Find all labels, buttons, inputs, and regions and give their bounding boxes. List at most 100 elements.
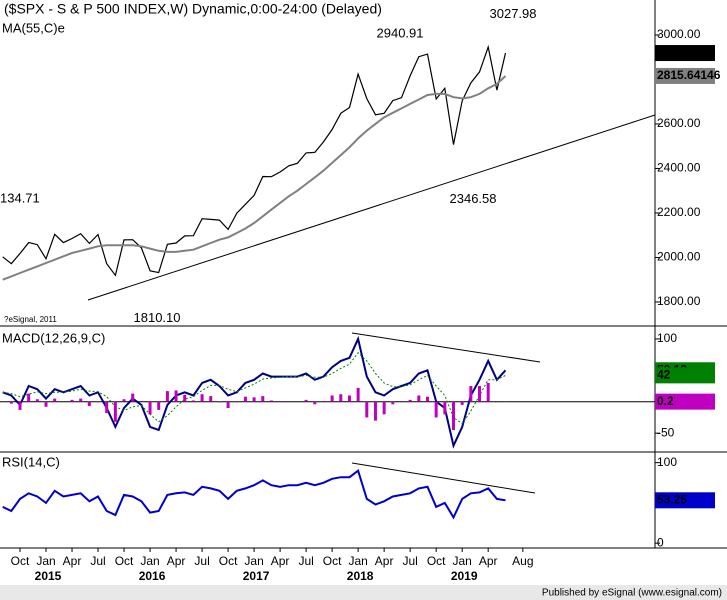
histogram-bar [122,399,126,402]
year-label: 2016 [139,569,166,583]
x-tick-label: Oct [219,554,238,568]
x-tick-label: Jan [140,554,159,568]
series-line [2,469,506,520]
histogram-bar [113,401,117,422]
histogram-bar [105,401,109,414]
x-tick-label: Jul [90,554,105,568]
x-tick-label: Oct [11,554,30,568]
series-line [2,44,507,277]
y-tick-label: -50 [657,425,675,439]
histogram-bar [460,401,464,405]
histogram-bar [478,386,482,402]
value-label: 53.25 [657,492,687,506]
watermark: ?eSignal, 2011 [4,315,57,324]
annotation: 3027.98 [490,6,537,21]
footer-text: Published by eSignal (www.esignal.com) [542,588,722,599]
histogram-bar [321,401,325,402]
annotation: 1810.10 [134,310,181,325]
histogram-bar [44,401,48,407]
histogram-bar [252,397,256,402]
histogram-bar [399,401,403,402]
trend-line [351,462,536,494]
histogram-bar [148,401,152,415]
histogram-bar [382,401,386,415]
histogram-bar [356,387,360,402]
histogram-bar [174,390,178,402]
histogram-bar [243,396,247,402]
histogram-bar [269,400,273,402]
histogram-bar [217,401,221,403]
value-label: 2815.64146 [657,68,721,82]
histogram-bar [157,401,161,410]
y-tick-label: 100 [657,331,677,345]
histogram-bar [27,393,31,402]
value-box [655,393,715,410]
x-tick-label: Jan [244,554,263,568]
x-tick-label: Jul [402,554,417,568]
value-box [655,67,715,84]
y-tick-label: 2400.00 [657,161,701,175]
annotation: 2346.58 [450,191,497,206]
year-label: 2015 [35,569,62,583]
chart-title: ($SPX - S & P 500 INDEX,W) Dynamic,0:00-… [4,1,382,17]
histogram-bar [183,394,187,402]
value-label: 42 [657,368,671,382]
x-tick-label: Jan [348,554,367,568]
histogram-bar [70,399,74,402]
y-tick-label: 2600.00 [657,116,701,130]
y-tick-label: 2200.00 [657,205,701,219]
value-label: 2918.65 [657,45,701,59]
histogram-bar [139,401,143,402]
macd-legend: MACD(12,26,9,C) [2,330,105,345]
x-tick-label: Jul [298,554,313,568]
x-tick-label: Apr [479,554,498,568]
x-tick-label: Oct [323,554,342,568]
trend-line [87,114,656,301]
histogram-bar [425,396,429,402]
histogram-bar [96,401,100,403]
series-line [2,352,506,425]
annotation: 2940.91 [377,26,424,41]
x-tick-label: Jan [452,554,471,568]
histogram-bar [434,401,438,418]
histogram-bar [330,395,334,402]
x-tick-label: Apr [271,554,290,568]
histogram-bar [226,401,230,409]
x-tick-label: Apr [375,554,394,568]
x-tick-label: Jan [36,554,55,568]
histogram-bar [18,401,22,410]
histogram-bar [191,400,195,402]
histogram-bar [347,395,351,402]
histogram-bar [165,391,169,402]
x-tick-label: Aug [512,554,533,568]
year-label: 2018 [347,569,374,583]
histogram-bar [87,401,91,407]
histogram-bar [486,382,490,402]
histogram-bar [365,401,369,418]
rsi-legend: RSI(14,C) [2,454,60,469]
histogram-bar [200,394,204,402]
year-label: 2019 [451,569,478,583]
histogram-bar [417,395,421,402]
histogram-bar [79,398,83,402]
histogram-bar [373,401,377,421]
value-box [655,492,715,509]
x-tick-label: Apr [167,554,186,568]
series-line [2,335,507,449]
histogram-bar [469,386,473,402]
series-line [2,75,507,281]
year-label: 2017 [243,569,270,583]
histogram-bar [53,398,57,402]
histogram-bar [452,401,455,431]
histogram-bar [9,401,13,404]
histogram-bar [339,394,343,402]
y-tick-label: 3000.00 [657,27,701,41]
histogram-bar [408,399,412,402]
histogram-bar [209,396,213,402]
ma-legend: MA(55,C)e [2,20,65,35]
y-tick-label: 0 [657,535,664,549]
value-label: 0.2 [657,394,674,408]
x-tick-label: Apr [63,554,82,568]
edge-label: 134.71 [0,190,40,205]
